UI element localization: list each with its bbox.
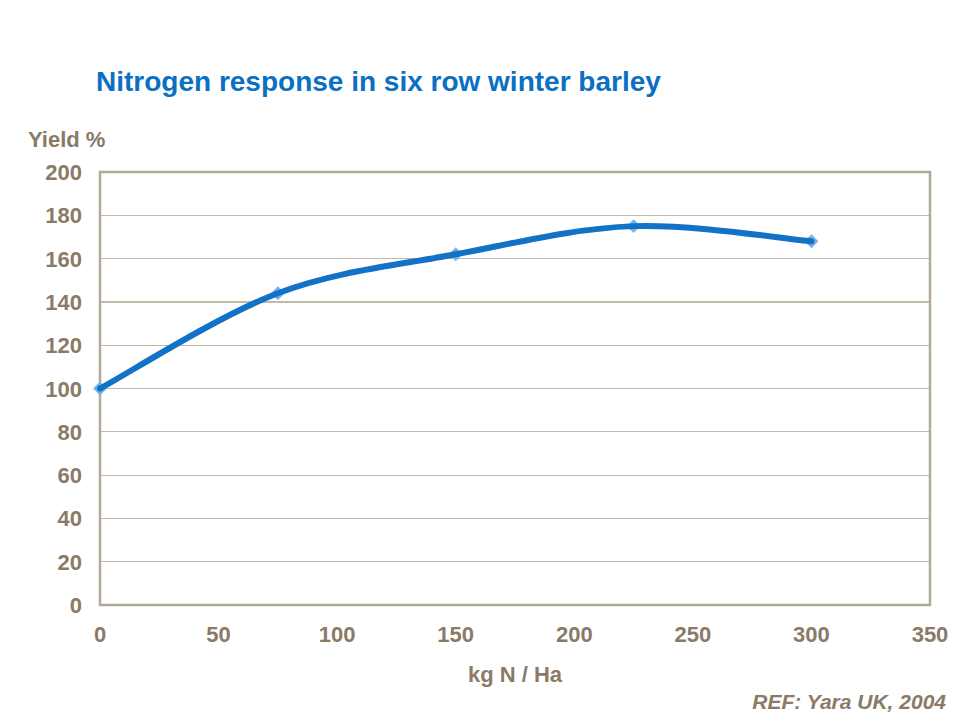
y-tick-label: 200	[45, 160, 82, 185]
x-tick-label: 350	[912, 622, 949, 647]
y-tick-label: 40	[58, 506, 82, 531]
x-tick-label: 50	[206, 622, 230, 647]
slide-canvas: Nitrogen response in six row winter barl…	[0, 0, 960, 720]
y-tick-label: 60	[58, 463, 82, 488]
x-tick-label: 200	[556, 622, 593, 647]
x-axis-title: kg N / Ha	[100, 662, 930, 688]
y-tick-label: 100	[45, 377, 82, 402]
y-tick-label: 180	[45, 203, 82, 228]
x-tick-label: 150	[437, 622, 474, 647]
x-tick-label: 100	[319, 622, 356, 647]
x-tick-label: 250	[674, 622, 711, 647]
nitrogen-response-chart: 0 20 40 60 80 100 120 140 160 180 200 0 50 100 150 200 2…	[0, 0, 960, 720]
y-tick-label: 120	[45, 333, 82, 358]
y-tick-label: 20	[58, 550, 82, 575]
reference-note: REF: Yara UK, 2004	[752, 690, 946, 714]
x-tick-label: 300	[793, 622, 830, 647]
x-tick-label: 0	[94, 622, 106, 647]
y-tick-label: 160	[45, 247, 82, 272]
y-tick-label: 0	[70, 593, 82, 618]
y-tick-label: 80	[58, 420, 82, 445]
y-tick-label: 140	[45, 290, 82, 315]
